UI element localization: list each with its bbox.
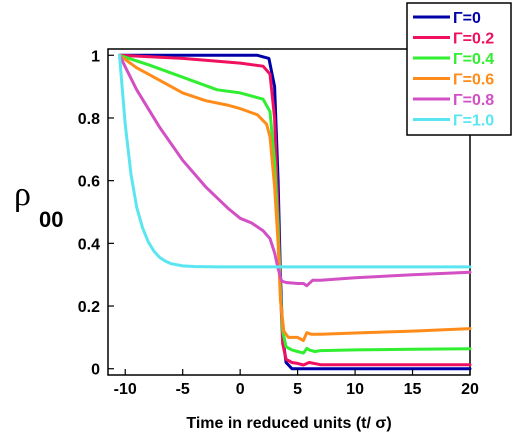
ticks-group: -10 -5 0 5 10 15 20 0 0.2 0.4 0.6 0.8 1 xyxy=(78,48,479,398)
legend-label: Γ=0 xyxy=(453,10,481,27)
y-axis-label-subscript: 00 xyxy=(39,207,63,232)
series-line xyxy=(118,53,472,342)
legend-label: Γ=0.2 xyxy=(453,31,494,48)
y-tick-label: 0.2 xyxy=(78,299,100,316)
x-tick-label: 0 xyxy=(236,381,245,398)
series-group xyxy=(118,53,472,371)
y-tick-label: 0.6 xyxy=(78,174,100,191)
y-tick-label: 0 xyxy=(91,362,100,379)
x-tick-label: 20 xyxy=(461,381,479,398)
x-axis-label: Time in reduced units (t/ σ) xyxy=(186,415,391,432)
series-line xyxy=(118,53,472,367)
x-tick-label: 10 xyxy=(346,381,364,398)
series-line xyxy=(118,53,472,355)
legend-label: Γ=1.0 xyxy=(453,113,494,130)
y-tick-label: 0.8 xyxy=(78,111,100,128)
series-line xyxy=(118,53,472,269)
y-tick-label: 1 xyxy=(91,48,100,65)
x-tick-label: 5 xyxy=(293,381,302,398)
x-tick-label: -10 xyxy=(114,381,137,398)
series-line xyxy=(118,53,472,288)
legend-label: Γ=0.6 xyxy=(453,72,494,89)
y-tick-label: 0.4 xyxy=(78,236,100,253)
x-tick-label: 15 xyxy=(404,381,422,398)
y-axis-label: ρ xyxy=(14,176,31,213)
plot-frame xyxy=(107,48,471,376)
x-tick-label: -5 xyxy=(176,381,190,398)
legend-label: Γ=0.8 xyxy=(453,92,494,109)
legend-label: Γ=0.4 xyxy=(453,51,494,68)
legend-box xyxy=(406,2,512,136)
legend: Γ=0 Γ=0.2 Γ=0.4 Γ=0.6 Γ=0.8 Γ=1.0 xyxy=(406,2,512,136)
